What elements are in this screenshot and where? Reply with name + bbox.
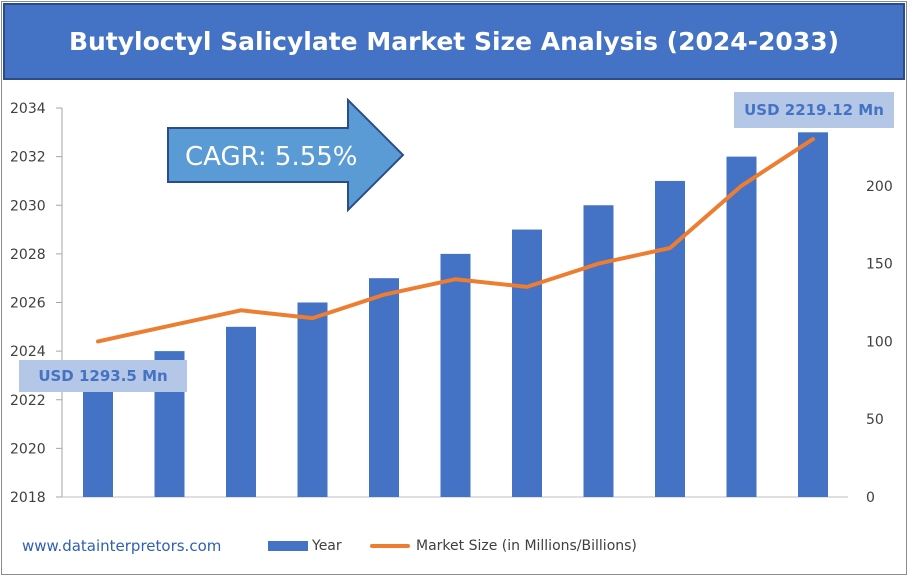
legend-year-label: Year bbox=[312, 538, 342, 554]
end-value-label: USD 2219.12 Mn bbox=[744, 101, 884, 119]
title-banner: Butyloctyl Salicylate Market Size Analys… bbox=[3, 3, 905, 80]
left-axis-tick-label: 2022 bbox=[10, 393, 46, 409]
left-axis-tick-label: 2024 bbox=[10, 344, 46, 360]
right-axis-tick-label: 150 bbox=[866, 257, 893, 273]
bar-2029 bbox=[440, 253, 471, 497]
legend-year: Year bbox=[268, 538, 342, 554]
right-axis-tick-label: 200 bbox=[866, 179, 893, 195]
chart-title: Butyloctyl Salicylate Market Size Analys… bbox=[68, 27, 840, 56]
website-link[interactable]: www.datainterpretors.com bbox=[22, 537, 222, 555]
left-axis-tick-label: 2018 bbox=[10, 490, 46, 506]
left-axis-tick-label: 2032 bbox=[10, 150, 46, 166]
start-value-callout: USD 1293.5 Mn bbox=[19, 360, 187, 392]
bar-2033 bbox=[726, 156, 757, 497]
bar-2026 bbox=[226, 326, 256, 497]
bar-2034 bbox=[798, 132, 828, 497]
left-axis-tick-label: 2034 bbox=[10, 101, 46, 117]
right-axis-tick-label: 0 bbox=[866, 490, 875, 506]
right-axis-tick-label: 50 bbox=[866, 412, 884, 428]
cagr-arrow bbox=[167, 97, 405, 213]
right-axis-tick-label: 100 bbox=[866, 334, 893, 350]
bar-2028 bbox=[369, 278, 399, 497]
legend-line-swatch bbox=[370, 544, 410, 548]
start-value-label: USD 1293.5 Mn bbox=[38, 367, 168, 385]
bar-2030 bbox=[512, 229, 542, 497]
bar-2027 bbox=[297, 302, 328, 497]
left-axis-tick-label: 2026 bbox=[10, 296, 46, 312]
bar-2031 bbox=[583, 205, 614, 497]
cagr-label: CAGR: 5.55% bbox=[185, 142, 358, 172]
legend-market-size: Market Size (in Millions/Billions) bbox=[370, 538, 637, 554]
bar-2032 bbox=[655, 180, 685, 497]
legend-bar-swatch bbox=[268, 541, 308, 551]
bar-2024 bbox=[83, 375, 113, 497]
left-axis-tick-label: 2030 bbox=[10, 198, 46, 214]
left-axis-tick-label: 2028 bbox=[10, 247, 46, 263]
end-value-callout: USD 2219.12 Mn bbox=[734, 92, 894, 128]
legend-market-size-label: Market Size (in Millions/Billions) bbox=[416, 538, 637, 554]
left-axis-tick-label: 2020 bbox=[10, 441, 46, 457]
